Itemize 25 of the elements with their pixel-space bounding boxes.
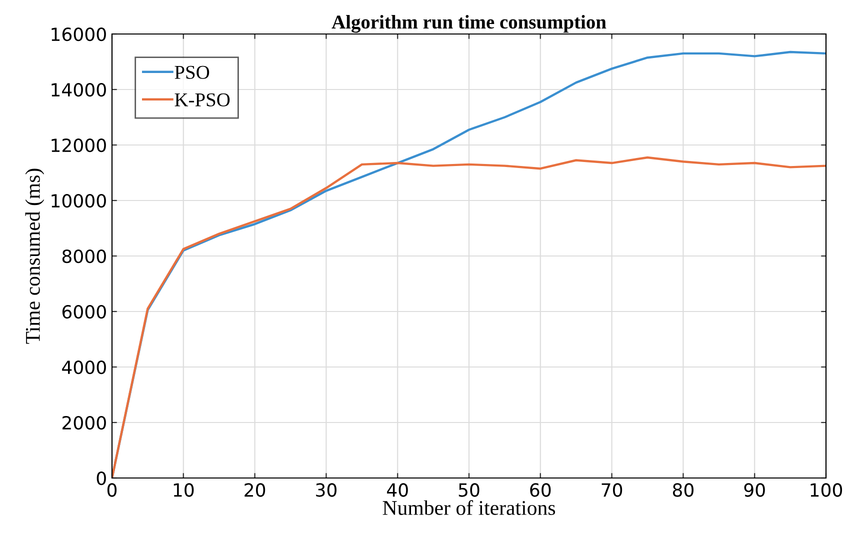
- x-tick-label: 100: [810, 483, 842, 497]
- y-tick-label: 0: [96, 471, 106, 486]
- x-axis-title: Number of iterations: [382, 500, 556, 515]
- x-tick-label: 10: [174, 483, 194, 497]
- x-tick-label: 50: [458, 483, 480, 497]
- y-tick-label: 12000: [52, 138, 106, 152]
- x-tick-label: 90: [744, 483, 765, 497]
- x-tick-label: 70: [602, 483, 622, 497]
- y-tick-label: 14000: [52, 82, 106, 97]
- y-tick-label: 4000: [62, 360, 106, 374]
- legend-label: PSO: [174, 66, 210, 79]
- legend-label: K-PSO: [174, 93, 230, 106]
- y-tick-label: 16000: [52, 27, 106, 42]
- chart-title: Algorithm run time consumption: [332, 14, 606, 33]
- x-tick-label: 30: [316, 483, 336, 497]
- y-tick-label: 6000: [62, 304, 106, 319]
- x-tick-label: 80: [672, 483, 694, 497]
- x-tick-label: 40: [386, 483, 408, 497]
- x-tick-label: 60: [530, 483, 551, 497]
- y-tick-label: 8000: [62, 249, 106, 264]
- x-tick-label: 20: [244, 483, 266, 497]
- y-axis-title: Time consumed (ms): [25, 168, 44, 344]
- y-tick-label: 2000: [62, 416, 106, 430]
- y-tick-label: 10000: [52, 194, 106, 208]
- x-tick-label: 0: [107, 483, 117, 497]
